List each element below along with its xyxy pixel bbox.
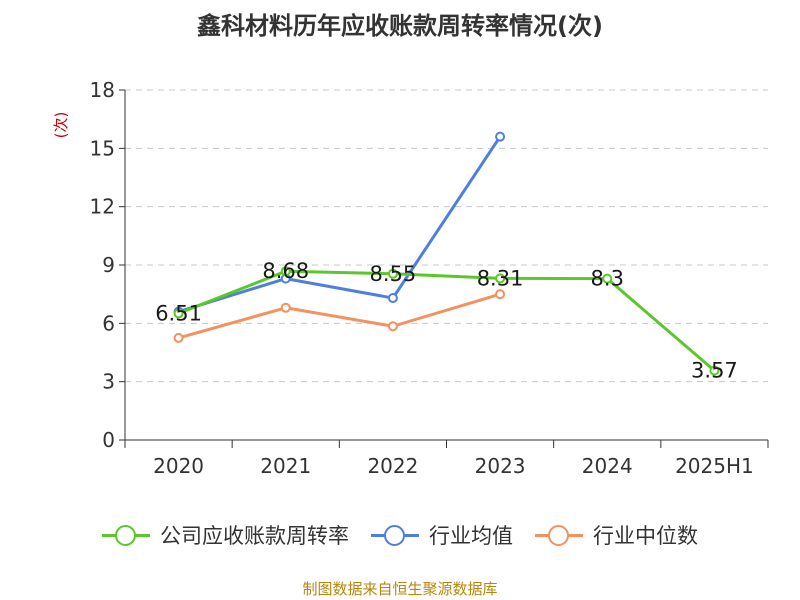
x-tick-label: 2021 [260, 454, 311, 478]
x-tick-label: 2022 [367, 454, 418, 478]
y-axis-label: (次) [52, 112, 70, 139]
legend-item-company[interactable]: 公司应收账款周转率 [102, 520, 349, 550]
x-tick-label: 2023 [475, 454, 526, 478]
y-tick-label: 6 [102, 311, 115, 335]
data-point [495, 273, 506, 284]
data-label: 3.57 [691, 359, 738, 383]
data-point [173, 332, 184, 343]
y-tick-label: 9 [102, 253, 115, 277]
data-point [280, 266, 291, 277]
data-point [387, 321, 398, 332]
data-point [495, 131, 506, 142]
data-point [387, 268, 398, 279]
x-tick-label: 2025H1 [675, 454, 754, 478]
legend-marker-icon [102, 525, 150, 546]
data-label: 8.68 [262, 259, 309, 283]
series-line-1 [178, 135, 502, 314]
data-label: 8.3 [591, 267, 624, 291]
chart-title: 鑫科材料历年应收账款周转率情况(次) [197, 12, 603, 40]
series-line-0 [178, 269, 716, 372]
y-tick-label: 18 [90, 78, 115, 102]
data-point [602, 273, 613, 284]
legend-marker-icon [535, 525, 583, 546]
y-tick-label: 15 [90, 136, 115, 160]
data-point [173, 308, 184, 319]
data-label: 6.51 [155, 301, 202, 325]
data-point [495, 289, 506, 300]
legend-marker-icon [371, 525, 419, 546]
data-label: 8.31 [477, 266, 524, 290]
x-tick-label: 2020 [153, 454, 204, 478]
data-point [280, 302, 291, 313]
data-label: 8.55 [370, 262, 417, 286]
y-tick-label: 0 [102, 428, 115, 452]
x-tick-label: 2024 [582, 454, 633, 478]
y-tick-label: 12 [90, 195, 115, 219]
data-source-note: 制图数据来自恒生聚源数据库 [302, 580, 498, 598]
legend: 公司应收账款周转率 行业均值 行业中位数 [0, 520, 800, 550]
legend-item-industry-mean[interactable]: 行业均值 [371, 520, 513, 550]
series-line-2 [178, 292, 501, 340]
legend-item-industry-median[interactable]: 行业中位数 [535, 520, 698, 550]
legend-label: 公司应收账款周转率 [160, 524, 349, 548]
legend-label: 行业中位数 [593, 524, 698, 548]
data-point [387, 293, 398, 304]
data-point [709, 365, 720, 376]
y-tick-label: 3 [102, 370, 115, 394]
legend-label: 行业均值 [429, 524, 513, 548]
